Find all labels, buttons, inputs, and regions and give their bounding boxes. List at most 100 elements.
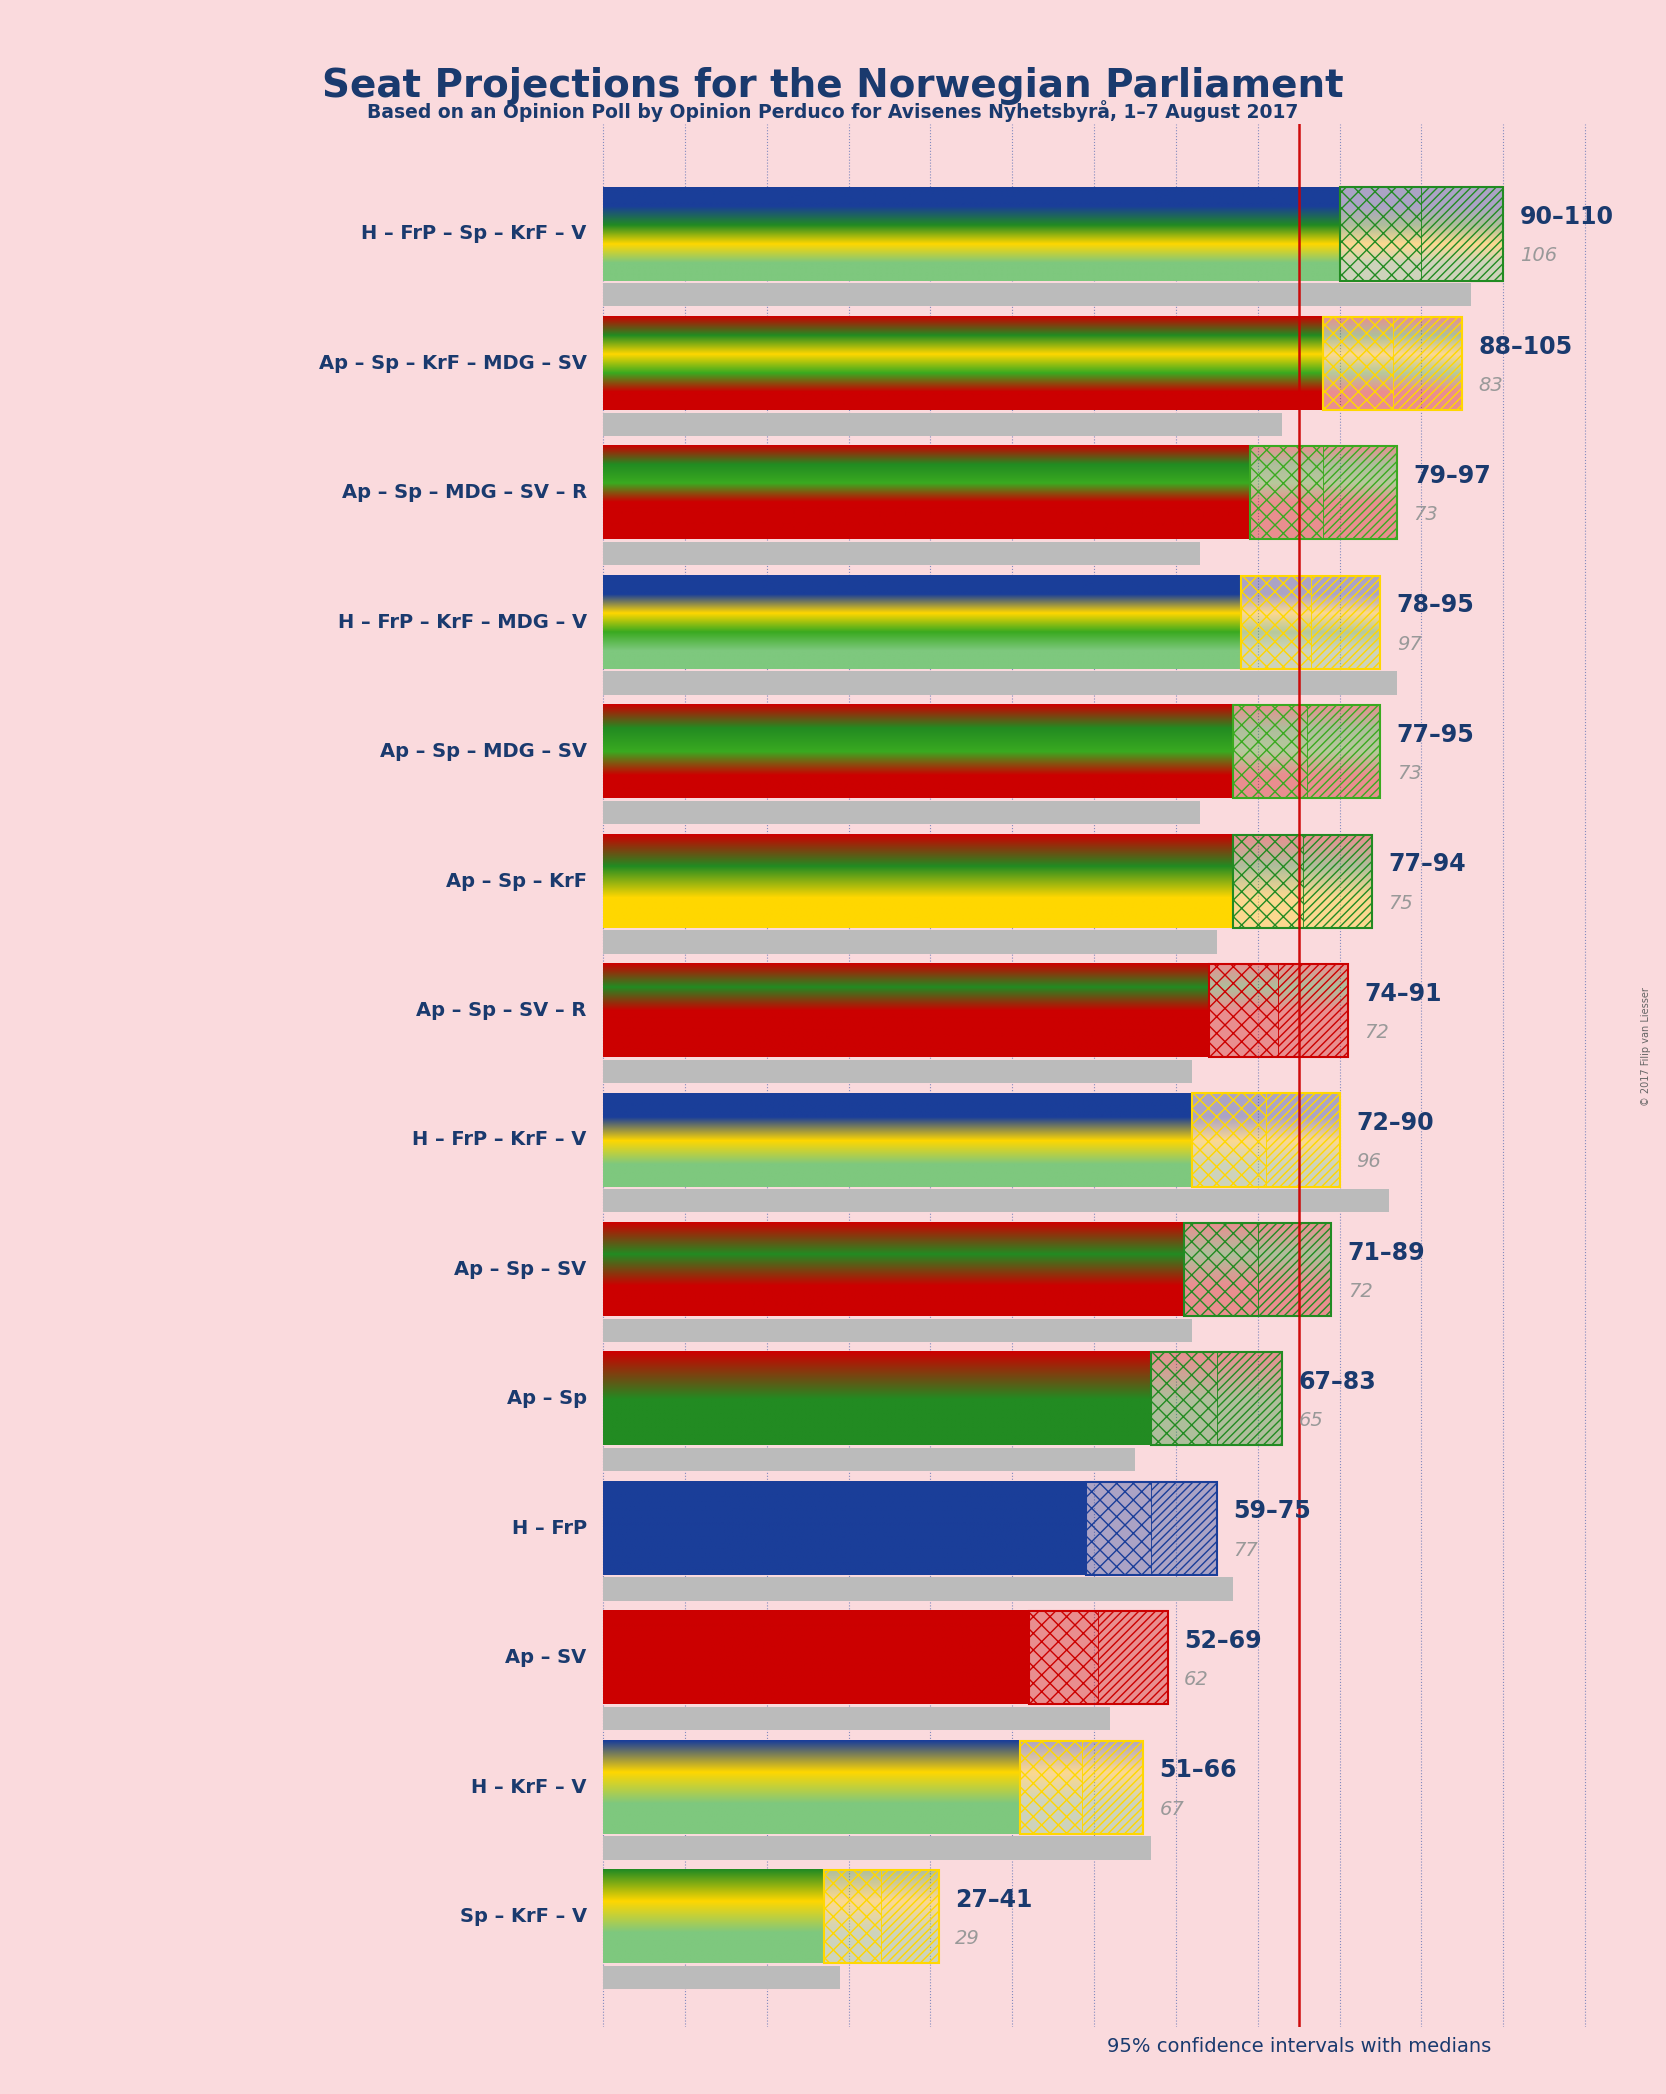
Bar [1151,1483,1216,1575]
Text: 77: 77 [1233,1541,1258,1560]
Bar [1233,706,1306,798]
Bar [1028,1610,1168,1705]
Bar [1421,186,1503,281]
Bar [1306,706,1381,798]
Bar [603,283,1471,306]
Bar [1233,836,1373,928]
Text: Ap – Sp – KrF: Ap – Sp – KrF [445,871,586,890]
Bar [1020,1740,1081,1834]
Text: 79–97: 79–97 [1413,465,1491,488]
Text: 67–83: 67–83 [1299,1369,1376,1395]
Text: H – FrP: H – FrP [511,1518,586,1537]
Bar [1258,1223,1331,1315]
Text: H – FrP – KrF – V: H – FrP – KrF – V [412,1131,586,1150]
Bar [1323,316,1393,410]
Text: Based on an Opinion Poll by Opinion Perduco for Avisenes Nyhetsbyrå, 1–7 August : Based on an Opinion Poll by Opinion Perd… [367,101,1299,121]
Bar [1241,576,1311,668]
Bar [881,1870,938,1964]
Bar [1086,1483,1151,1575]
Bar [1028,1610,1098,1705]
Bar [1233,706,1381,798]
Bar [603,1577,1233,1600]
Text: 27–41: 27–41 [955,1889,1033,1912]
Bar [603,1966,840,1989]
Text: 97: 97 [1396,634,1421,653]
Text: 75: 75 [1389,894,1413,913]
Text: © 2017 Filip van Liesser: © 2017 Filip van Liesser [1641,988,1651,1106]
Text: 65: 65 [1299,1411,1323,1430]
Bar [1278,963,1348,1057]
Text: Ap – Sp – SV: Ap – Sp – SV [455,1261,586,1279]
Text: Seat Projections for the Norwegian Parliament: Seat Projections for the Norwegian Parli… [322,67,1344,105]
Bar [603,1060,1193,1083]
Bar [1241,576,1381,668]
Bar [1020,1740,1143,1834]
Bar [1185,1223,1331,1315]
Text: H – FrP – Sp – KrF – V: H – FrP – Sp – KrF – V [362,224,586,243]
Bar [1208,963,1278,1057]
Text: 51–66: 51–66 [1160,1759,1238,1782]
Bar [825,1870,938,1964]
Bar [603,800,1201,825]
Text: Ap – Sp – MDG – SV: Ap – Sp – MDG – SV [380,741,586,762]
Bar [825,1870,881,1964]
Bar [603,1449,1135,1472]
Text: 77–95: 77–95 [1396,722,1474,748]
Text: 72: 72 [1348,1282,1373,1300]
Text: Ap – SV: Ap – SV [505,1648,586,1667]
Text: 67: 67 [1160,1799,1185,1820]
Bar [1193,1093,1339,1187]
Text: 78–95: 78–95 [1396,593,1474,618]
Text: 72: 72 [1364,1024,1389,1043]
Bar [1098,1610,1168,1705]
Text: Ap – Sp – KrF – MDG – SV: Ap – Sp – KrF – MDG – SV [318,354,586,373]
Bar [1323,316,1463,410]
Text: 62: 62 [1185,1671,1210,1690]
Text: Ap – Sp – MDG – SV – R: Ap – Sp – MDG – SV – R [342,484,586,503]
Text: H – KrF – V: H – KrF – V [471,1778,586,1797]
Bar [603,1707,1111,1730]
Bar [1266,1093,1339,1187]
Text: 74–91: 74–91 [1364,982,1441,1005]
Bar [603,930,1216,953]
Bar [1311,576,1381,668]
Text: 71–89: 71–89 [1348,1240,1426,1265]
Bar [1086,1483,1216,1575]
Text: 95% confidence intervals with medians: 95% confidence intervals with medians [1108,2037,1491,2056]
Bar [1185,1223,1258,1315]
Text: 83: 83 [1479,375,1503,396]
Text: H – FrP – KrF – MDG – V: H – FrP – KrF – MDG – V [338,614,586,632]
Text: 52–69: 52–69 [1185,1629,1261,1652]
Text: 96: 96 [1356,1152,1381,1171]
Text: 73: 73 [1413,505,1438,524]
Text: 73: 73 [1396,764,1421,783]
Bar [603,413,1283,436]
Text: 29: 29 [955,1929,980,1947]
Bar [1208,963,1348,1057]
Text: Ap – Sp: Ap – Sp [506,1388,586,1409]
Text: 72–90: 72–90 [1356,1112,1433,1135]
Bar [603,1319,1193,1342]
Text: 106: 106 [1519,247,1556,266]
Bar [1233,836,1303,928]
Bar [1151,1353,1216,1445]
Text: 59–75: 59–75 [1233,1499,1311,1524]
Text: 77–94: 77–94 [1389,852,1466,875]
Bar [603,1189,1389,1212]
Text: Ap – Sp – SV – R: Ap – Sp – SV – R [416,1001,586,1020]
Bar [1193,1093,1266,1187]
Bar [1339,186,1421,281]
Bar [1339,186,1503,281]
Bar [1081,1740,1143,1834]
Bar [1323,446,1396,540]
Bar [1303,836,1373,928]
Bar [603,1836,1151,1859]
Bar [603,672,1396,695]
Text: 90–110: 90–110 [1519,205,1614,228]
Bar [1250,446,1396,540]
Bar [1216,1353,1283,1445]
Bar [1250,446,1323,540]
Text: 88–105: 88–105 [1479,335,1573,358]
Bar [1151,1353,1283,1445]
Bar [603,542,1201,565]
